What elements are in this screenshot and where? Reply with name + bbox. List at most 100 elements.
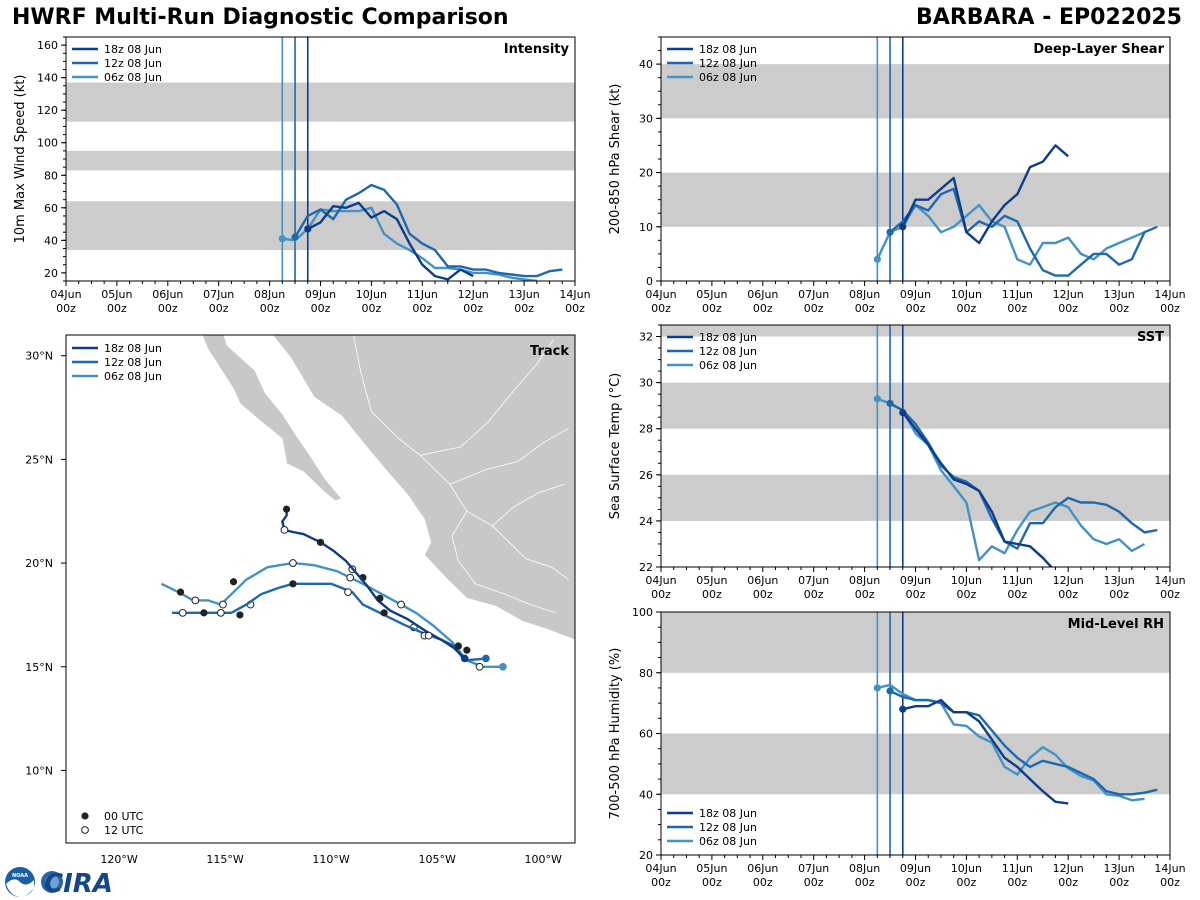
rh-legend-label: 12z 08 Jun bbox=[699, 821, 757, 834]
shear-xtick-label: 00z bbox=[804, 302, 824, 315]
rh-xtick-label: 00z bbox=[855, 876, 875, 889]
intensity-legend-label: 12z 08 Jun bbox=[104, 57, 162, 70]
rh-series-line bbox=[902, 698, 1069, 805]
sst-series-start-point bbox=[899, 408, 907, 417]
intensity-legend-label: 06z 08 Jun bbox=[104, 71, 162, 84]
track-lat-label: 15°N bbox=[25, 661, 53, 674]
shear-legend-label: 12z 08 Jun bbox=[699, 57, 757, 70]
sst-xtick-label: 14Jun bbox=[1154, 574, 1185, 587]
figure-title: HWRF Multi-Run Diagnostic Comparison bbox=[12, 5, 509, 30]
intensity-ytick-label: 120 bbox=[37, 104, 58, 117]
shear-xtick-label: 11Jun bbox=[1002, 288, 1033, 301]
rh-xtick-label: 13Jun bbox=[1104, 862, 1135, 875]
intensity-xtick-label: 00z bbox=[158, 302, 178, 315]
sst-ytick-label: 22 bbox=[639, 561, 653, 574]
intensity-ytick-label: 60 bbox=[44, 202, 58, 215]
rh-ytick-label: 40 bbox=[639, 788, 653, 801]
sst-title: SST bbox=[1137, 330, 1164, 345]
track-lat-label: 25°N bbox=[25, 453, 53, 466]
shear-title: Deep-Layer Shear bbox=[1033, 42, 1164, 57]
sst-xtick-label: 07Jun bbox=[798, 574, 829, 587]
state-border bbox=[451, 510, 557, 614]
intensity-xtick-label: 11Jun bbox=[407, 288, 438, 301]
rh-xtick-label: 11Jun bbox=[1002, 862, 1033, 875]
shear-ytick-label: 20 bbox=[639, 167, 653, 180]
track-lat-label: 20°N bbox=[25, 557, 53, 570]
track-line bbox=[172, 582, 487, 662]
marker-legend-00utc-label: 00 UTC bbox=[104, 810, 144, 823]
rh-ytick-label: 100 bbox=[632, 606, 653, 619]
sst-ytick-label: 32 bbox=[639, 331, 653, 344]
noaa-logo-text: NOAA bbox=[12, 873, 28, 879]
rh-legend-label: 06z 08 Jun bbox=[699, 835, 757, 848]
intensity-series-start-point bbox=[278, 235, 286, 243]
noaa-logo-wave bbox=[6, 879, 34, 898]
shear-xtick-label: 00z bbox=[702, 302, 722, 315]
track-lon-label: 110°W bbox=[312, 853, 349, 866]
storm-name-title: BARBARA - EP022025 bbox=[916, 5, 1182, 30]
track-00utc-marker bbox=[282, 505, 291, 513]
shear-series-line bbox=[901, 144, 1069, 245]
sst-xtick-label: 12Jun bbox=[1053, 574, 1084, 587]
shear-xtick-label: 00z bbox=[957, 302, 977, 315]
intensity-ytick-label: 80 bbox=[44, 169, 58, 182]
sst-xtick-label: 06Jun bbox=[747, 574, 778, 587]
shear-xtick-label: 06Jun bbox=[747, 288, 778, 301]
rh-xtick-label: 00z bbox=[1058, 876, 1078, 889]
rh-ytick-label: 80 bbox=[639, 667, 653, 680]
rh-series-start-point bbox=[899, 705, 907, 713]
sst-legend-label: 12z 08 Jun bbox=[699, 345, 757, 358]
sst-xtick-label: 13Jun bbox=[1104, 574, 1135, 587]
shear-series-start-point bbox=[873, 255, 881, 263]
intensity-xtick-label: 00z bbox=[565, 302, 585, 315]
sst-series-start-point bbox=[886, 399, 894, 407]
track-lat-label: 30°N bbox=[25, 350, 53, 363]
rh-xtick-label: 09Jun bbox=[900, 862, 931, 875]
track-12utc-marker bbox=[475, 662, 484, 671]
track-title: Track bbox=[530, 344, 569, 359]
intensity-ytick-label: 160 bbox=[37, 39, 58, 52]
shear-xtick-label: 09Jun bbox=[900, 288, 931, 301]
shear-panel: 04Jun00z05Jun00z06Jun00z07Jun00z08Jun00z… bbox=[608, 36, 1186, 315]
sst-ytick-label: 26 bbox=[639, 469, 653, 482]
rh-panel: 04Jun00z05Jun00z06Jun00z07Jun00z08Jun00z… bbox=[608, 606, 1186, 889]
track-lon-label: 100°W bbox=[525, 853, 562, 866]
intensity-xtick-label: 00z bbox=[260, 302, 280, 315]
rh-xtick-label: 05Jun bbox=[696, 862, 727, 875]
track-lon-label: 105°W bbox=[418, 853, 455, 866]
shear-series-start-point bbox=[899, 223, 907, 231]
intensity-xtick-label: 00z bbox=[107, 302, 127, 315]
rh-title: Mid-Level RH bbox=[1068, 617, 1164, 632]
track-lon-label: 115°W bbox=[206, 853, 243, 866]
sst-xtick-label: 00z bbox=[1007, 588, 1027, 601]
sst-xtick-label: 09Jun bbox=[900, 574, 931, 587]
rh-series-line bbox=[889, 689, 1158, 796]
track-start-point bbox=[482, 654, 490, 663]
shear-ytick-label: 10 bbox=[639, 221, 653, 234]
intensity-xtick-label: 13Jun bbox=[509, 288, 540, 301]
shear-xtick-label: 14Jun bbox=[1154, 288, 1185, 301]
sst-ytick-label: 30 bbox=[639, 377, 653, 390]
sst-xtick-label: 10Jun bbox=[951, 574, 982, 587]
marker-legend-00utc-symbol bbox=[81, 812, 89, 820]
shear-series-start-point bbox=[886, 228, 894, 236]
sst-band bbox=[661, 474, 1170, 521]
marker-legend-12utc-label: 12 UTC bbox=[104, 824, 144, 837]
sst-band bbox=[661, 325, 1170, 337]
intensity-band bbox=[66, 150, 575, 171]
rh-xtick-label: 08Jun bbox=[849, 862, 880, 875]
intensity-ylabel: 10m Max Wind Speed (kt) bbox=[13, 75, 28, 244]
rh-xtick-label: 14Jun bbox=[1154, 862, 1185, 875]
sst-ytick-label: 28 bbox=[639, 423, 653, 436]
shear-series-line bbox=[889, 187, 1158, 277]
track-00utc-marker bbox=[463, 646, 471, 654]
track-legend-label: 06z 08 Jun bbox=[104, 370, 162, 383]
intensity-series-line bbox=[294, 183, 563, 278]
rh-band bbox=[661, 733, 1170, 795]
intensity-ytick-label: 40 bbox=[44, 234, 58, 247]
rh-series-start-point bbox=[873, 684, 881, 692]
intensity-xtick-label: 00z bbox=[514, 302, 534, 315]
sst-xtick-label: 04Jun bbox=[645, 574, 676, 587]
intensity-ytick-label: 140 bbox=[37, 72, 58, 85]
